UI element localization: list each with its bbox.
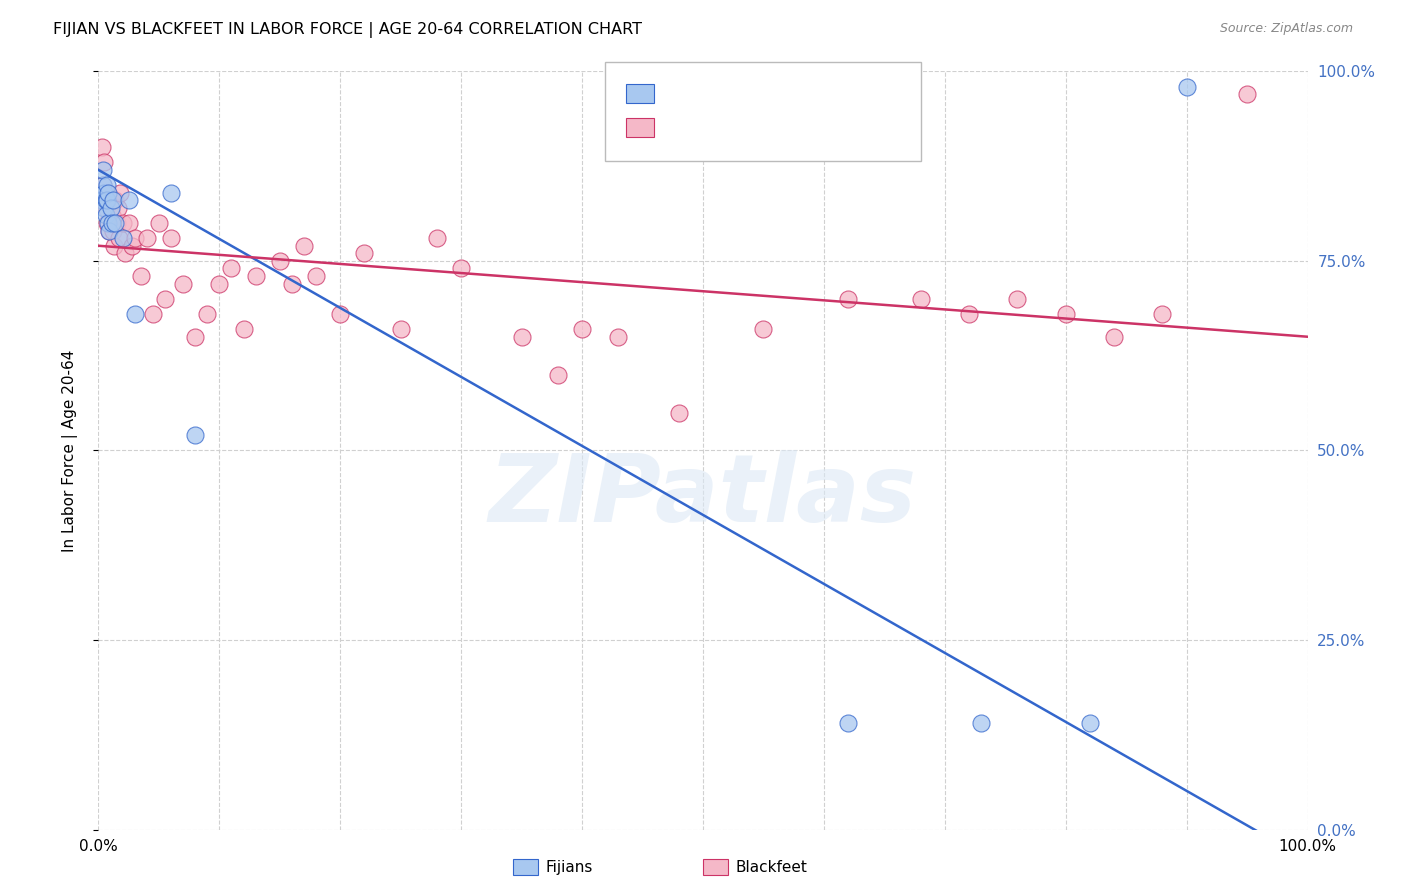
Point [148, 216, 170, 230]
Point [105, 216, 128, 230]
Point [97, 216, 120, 230]
Text: 25: 25 [811, 87, 831, 101]
Point [91, 194, 114, 208]
Text: N =: N = [775, 87, 808, 101]
Point [1236, 87, 1258, 102]
Point [426, 231, 449, 245]
Point [96, 194, 118, 208]
Point [124, 307, 146, 321]
Point [142, 307, 165, 321]
Text: Source: ZipAtlas.com: Source: ZipAtlas.com [1219, 22, 1353, 36]
Point [100, 216, 122, 230]
Point [93, 155, 115, 169]
Point [208, 277, 231, 291]
Point [221, 261, 243, 276]
Point [129, 269, 152, 284]
Point [970, 716, 993, 731]
Point [100, 201, 122, 215]
Point [232, 322, 254, 336]
Point [184, 330, 207, 344]
Point [172, 277, 194, 291]
Point [305, 269, 328, 284]
Point [98, 223, 121, 237]
Text: Blackfeet: Blackfeet [735, 860, 807, 874]
Text: 57: 57 [811, 120, 831, 135]
Point [121, 238, 143, 253]
Point [94, 209, 117, 223]
Point [184, 428, 207, 442]
Point [910, 292, 932, 306]
Point [104, 194, 127, 208]
Point [752, 322, 775, 336]
Point [160, 231, 183, 245]
Point [281, 277, 304, 291]
Point [245, 269, 267, 284]
Point [97, 186, 120, 200]
Point [1152, 307, 1174, 321]
Point [101, 194, 124, 208]
Point [94, 201, 117, 215]
Point [957, 307, 980, 321]
Point [1175, 79, 1198, 94]
Point [108, 231, 131, 245]
Point [118, 194, 141, 208]
Point [100, 194, 122, 208]
Text: N =: N = [775, 120, 808, 135]
Point [668, 405, 690, 420]
Text: FIJIAN VS BLACKFEET IN LABOR FORCE | AGE 20-64 CORRELATION CHART: FIJIAN VS BLACKFEET IN LABOR FORCE | AGE… [53, 22, 643, 38]
Point [114, 246, 136, 260]
Point [91, 178, 114, 193]
Point [1054, 307, 1077, 321]
Point [571, 322, 593, 336]
Point [93, 186, 115, 200]
Point [450, 261, 472, 276]
Point [96, 178, 118, 193]
Point [93, 201, 115, 215]
Point [547, 368, 569, 382]
Point [1078, 716, 1101, 731]
Point [91, 178, 114, 193]
Point [510, 330, 533, 344]
Point [269, 253, 291, 268]
Point [292, 238, 315, 253]
Point [111, 231, 134, 245]
Text: R =: R = [659, 87, 693, 101]
Point [118, 216, 141, 230]
Text: ZIPatlas: ZIPatlas [489, 450, 917, 542]
Point [124, 231, 146, 245]
Point [91, 140, 114, 154]
Point [96, 216, 118, 230]
Point [607, 330, 630, 344]
Point [108, 186, 131, 200]
Point [98, 223, 121, 237]
Point [91, 163, 114, 178]
Point [135, 231, 157, 245]
Text: -0.180: -0.180 [699, 120, 748, 135]
Text: R =: R = [659, 120, 693, 135]
Point [160, 186, 183, 200]
Point [195, 307, 218, 321]
Point [329, 307, 352, 321]
Point [100, 209, 122, 223]
Point [353, 246, 375, 260]
Point [389, 322, 412, 336]
Text: Fijians: Fijians [546, 860, 593, 874]
Point [104, 216, 127, 230]
Point [101, 223, 124, 237]
Text: -0.878: -0.878 [699, 87, 748, 101]
Point [1102, 330, 1125, 344]
Point [111, 216, 134, 230]
Point [153, 292, 176, 306]
Point [94, 194, 117, 208]
Point [837, 292, 859, 306]
Point [103, 238, 125, 253]
Point [1007, 292, 1029, 306]
Y-axis label: In Labor Force | Age 20-64: In Labor Force | Age 20-64 [62, 350, 77, 551]
Point [97, 186, 120, 200]
Point [107, 201, 129, 215]
Point [837, 716, 859, 731]
